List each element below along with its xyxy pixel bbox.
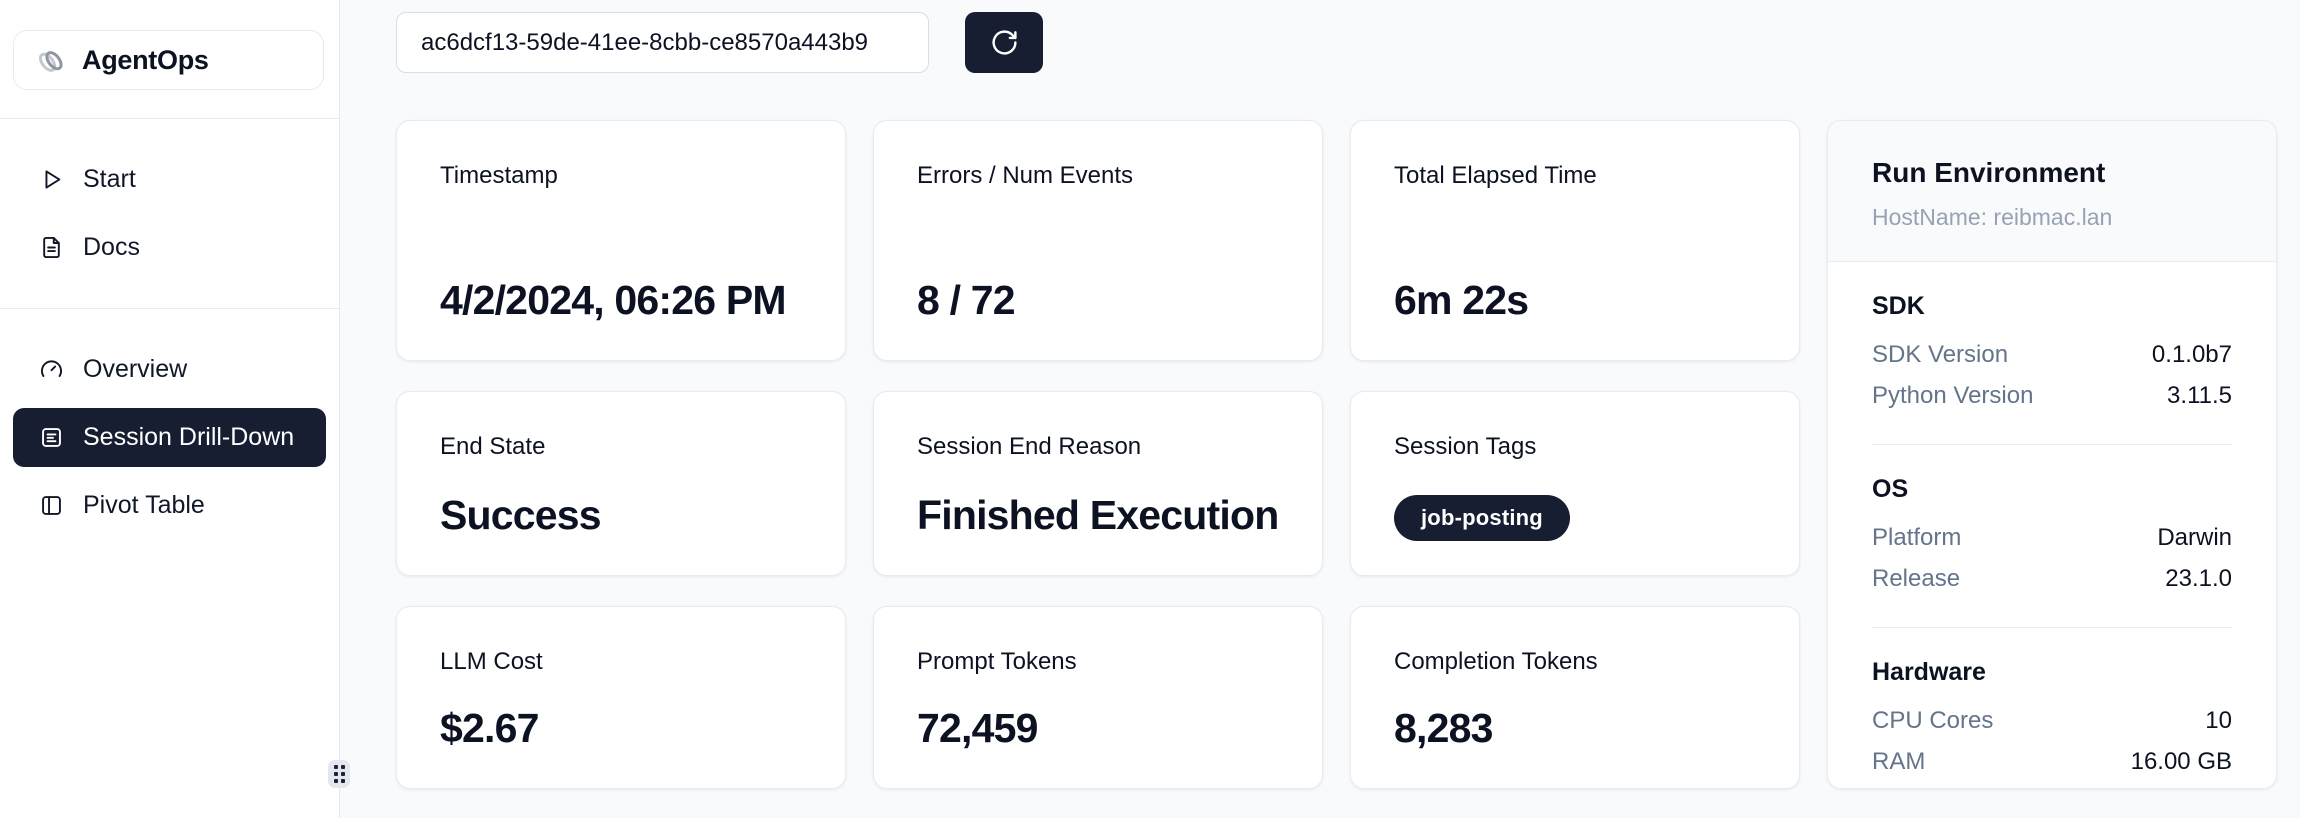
metric-label: Session End Reason: [917, 433, 1142, 460]
sidebar-item-overview[interactable]: Overview: [13, 340, 326, 399]
env-row-value: 23.1.0: [2165, 565, 2232, 592]
run-environment-title: Run Environment: [1872, 157, 2106, 188]
sidebar-item-label: Start: [83, 165, 136, 193]
env-row-value: 0.1.0b7: [2151, 341, 2232, 368]
env-row-label: Platform: [1872, 524, 1962, 551]
sidebar-item-label: Docs: [83, 233, 140, 261]
metrics-grid: Timestamp 4/2/2024, 06:26 PM Errors / Nu…: [396, 120, 2277, 789]
env-row: SDK Version 0.1.0b7: [1872, 334, 2232, 375]
metric-value: 72,459: [917, 704, 1038, 751]
agentops-logo-icon: [35, 44, 67, 76]
env-row-value: 3.11.5: [2167, 382, 2232, 409]
play-icon: [38, 166, 65, 193]
gauge-icon: [38, 356, 65, 383]
app-title: AgentOps: [82, 44, 209, 75]
env-row-label: Release: [1872, 565, 1961, 592]
metric-value: 6m 22s: [1394, 276, 1529, 323]
session-topbar: [396, 12, 2277, 73]
env-row-value: Darwin: [2157, 524, 2232, 551]
metric-value: 8 / 72: [917, 276, 1016, 323]
env-section-divider: [1872, 444, 2232, 445]
metric-card-session-tags: Session Tags job-posting: [1350, 391, 1800, 576]
metric-card-timestamp: Timestamp 4/2/2024, 06:26 PM: [396, 120, 846, 361]
metric-label: Completion Tokens: [1394, 648, 1598, 675]
metric-value: 4/2/2024, 06:26 PM: [440, 276, 787, 323]
env-section-heading-sdk: SDK: [1872, 292, 1925, 320]
sidebar-nav-pages: Overview Session Drill-Down Pivot Table: [0, 309, 339, 566]
sidebar-divider: [0, 118, 339, 119]
refresh-icon: [990, 28, 1019, 57]
metric-value: Finished Execution: [917, 491, 1279, 538]
agentops-logo[interactable]: AgentOps: [13, 30, 324, 90]
env-section-heading-os: OS: [1872, 475, 1909, 503]
env-row-label: SDK Version: [1872, 341, 2009, 368]
sidebar-nav-top: Start Docs: [0, 119, 339, 308]
metric-label: Session Tags: [1394, 433, 1537, 460]
env-row-value: 16.00 GB: [2130, 748, 2232, 775]
sidebar-item-pivot-table[interactable]: Pivot Table: [13, 476, 326, 535]
sidebar-divider: [0, 308, 339, 309]
sidebar: AgentOps Start Docs: [0, 0, 350, 818]
metric-label: Prompt Tokens: [917, 648, 1077, 675]
run-environment-panel: Run Environment HostName: reibmac.lan SD…: [1827, 120, 2277, 789]
env-section-heading-hardware: Hardware: [1872, 658, 1986, 686]
sidebar-item-label: Session Drill-Down: [83, 423, 295, 451]
metric-card-llm-cost: LLM Cost $2.67: [396, 606, 846, 789]
sidebar-item-label: Overview: [83, 355, 188, 383]
env-section-divider: [1872, 627, 2232, 628]
metric-card-prompt-tokens: Prompt Tokens 72,459: [873, 606, 1323, 789]
env-row-value: 10: [2205, 707, 2232, 734]
session-list-icon: [38, 424, 65, 451]
refresh-button[interactable]: [965, 12, 1043, 73]
sidebar-item-label: Pivot Table: [83, 491, 205, 519]
sidebar-item-session-drill-down[interactable]: Session Drill-Down: [13, 408, 326, 467]
main-content: Timestamp 4/2/2024, 06:26 PM Errors / Nu…: [340, 0, 2300, 818]
env-row: Release 23.1.0: [1872, 558, 2232, 599]
sidebar-resize-handle[interactable]: [328, 760, 350, 788]
metric-card-errors-num-events: Errors / Num Events 8 / 72: [873, 120, 1323, 361]
run-environment-body: SDK SDK Version 0.1.0b7 Python Version 3…: [1828, 262, 2276, 788]
env-row-label: Python Version: [1872, 382, 2034, 409]
metric-value: $2.67: [440, 704, 539, 751]
pivot-table-icon: [38, 492, 65, 519]
metric-value: 8,283: [1394, 704, 1493, 751]
hostname-text: HostName: reibmac.lan: [1872, 204, 2113, 230]
metric-value: Success: [440, 491, 602, 538]
metric-card-end-state: End State Success: [396, 391, 846, 576]
drag-handle-icon: [333, 765, 345, 783]
env-row: CPU Cores 10: [1872, 700, 2232, 741]
env-row: Python Version 3.11.5: [1872, 375, 2232, 416]
document-icon: [38, 234, 65, 261]
metric-label: Timestamp: [440, 162, 558, 189]
sidebar-item-start[interactable]: Start: [13, 150, 326, 209]
metric-card-session-end-reason: Session End Reason Finished Execution: [873, 391, 1323, 576]
env-row: Platform Darwin: [1872, 517, 2232, 558]
session-tag-badge[interactable]: job-posting: [1394, 495, 1570, 541]
metric-label: Total Elapsed Time: [1394, 162, 1597, 189]
env-row-label: CPU Cores: [1872, 707, 1994, 734]
session-id-input[interactable]: [396, 12, 929, 73]
metric-label: LLM Cost: [440, 648, 543, 675]
env-row-label: RAM: [1872, 748, 1926, 775]
env-row: RAM 16.00 GB: [1872, 741, 2232, 782]
metric-label: End State: [440, 433, 546, 460]
metric-card-completion-tokens: Completion Tokens 8,283: [1350, 606, 1800, 789]
metric-card-total-elapsed-time: Total Elapsed Time 6m 22s: [1350, 120, 1800, 361]
run-environment-header: Run Environment HostName: reibmac.lan: [1828, 121, 2276, 262]
metric-label: Errors / Num Events: [917, 162, 1134, 189]
sidebar-item-docs[interactable]: Docs: [13, 218, 326, 277]
